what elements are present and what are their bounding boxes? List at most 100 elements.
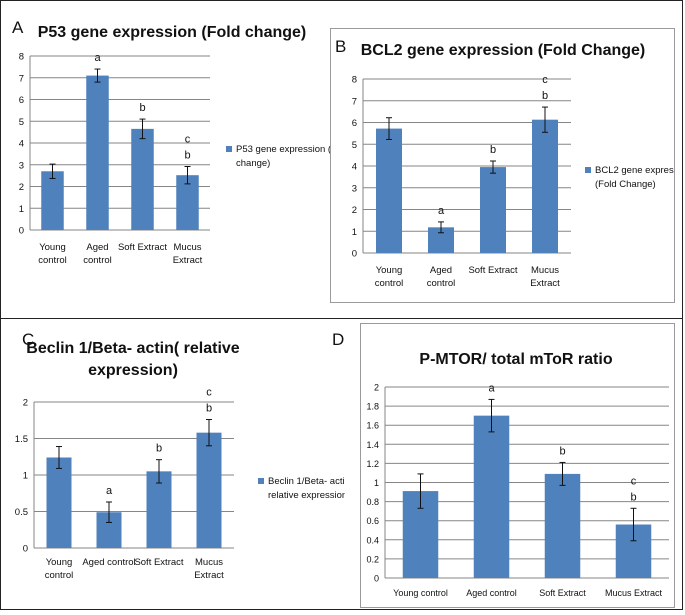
- y-tick-label: 2: [19, 182, 24, 193]
- chart-a-svg: P53 gene expression (Fold change) 0 1 2 3 4 5 6…: [19, 24, 350, 266]
- bar: [41, 171, 64, 230]
- y-tick-label: 1: [352, 227, 357, 238]
- bar: [131, 128, 154, 230]
- y-tick-label: 6: [352, 118, 357, 129]
- legend-swatch: [226, 146, 232, 152]
- x-tick-label: control: [38, 255, 67, 266]
- y-tick-label: 5: [352, 140, 357, 151]
- significance-label: a: [94, 52, 101, 64]
- y-tick-label: 1.2: [366, 459, 379, 469]
- legend-swatch: [585, 167, 591, 173]
- panel-d-letter: D: [332, 330, 345, 349]
- x-tick-label: control: [375, 278, 404, 289]
- legend-label: P53 gene expression (Fold: [236, 144, 330, 155]
- x-tick-label: Soft Extract: [468, 265, 517, 276]
- x-tick-label: Aged: [430, 265, 452, 276]
- y-tick-label: 5: [19, 117, 24, 128]
- y-tick-label: 1.6: [366, 421, 379, 431]
- y-tick-label: 0: [374, 574, 379, 584]
- chart-title: expression): [88, 362, 178, 379]
- bar: [176, 175, 199, 230]
- y-tick-label: 3: [19, 160, 24, 171]
- legend-label: BCL2 gene expression: [595, 165, 674, 176]
- y-tick-label: 1.4: [366, 440, 379, 450]
- y-tick-label: 6: [19, 95, 24, 106]
- chart-d-svg: P-MTOR/ total mToR ratio 0 0.2 0.4 0.6 0.8 1 1.…: [366, 351, 669, 598]
- significance-label: a: [106, 485, 113, 497]
- y-tick-label: 8: [19, 52, 24, 63]
- bar: [473, 415, 510, 578]
- panel-a-letter: A: [12, 18, 24, 37]
- significance-label: b: [559, 445, 565, 457]
- legend-label: change): [236, 158, 270, 169]
- y-tick-label: 2: [374, 383, 379, 393]
- y-tick-label: 0.2: [366, 554, 379, 564]
- significance-label: b: [542, 90, 548, 102]
- x-tick-label: Extract: [530, 278, 560, 289]
- y-tick-label: 2: [23, 398, 28, 409]
- y-tick-label: 0.5: [15, 507, 28, 518]
- significance-label: c: [542, 74, 548, 86]
- significance-label: c: [631, 475, 637, 487]
- y-tick-label: 3: [352, 183, 357, 194]
- y-tick-label: 1: [19, 204, 24, 215]
- x-tick-label: Soft Extract: [134, 557, 183, 568]
- panel-c-letter: C: [22, 330, 35, 349]
- x-tick-label: Extract: [194, 570, 224, 581]
- y-tick-label: 7: [19, 73, 24, 84]
- x-tick-label: control: [83, 255, 112, 266]
- bar: [376, 128, 402, 253]
- panel-c: C Beclin 1/Beta- actin( relative expressi…: [0, 320, 354, 610]
- x-tick-label: control: [427, 278, 456, 289]
- legend-swatch: [258, 478, 264, 484]
- significance-label: b: [630, 491, 636, 503]
- y-tick-label: 1.8: [366, 402, 379, 412]
- y-tick-label: 1.5: [15, 434, 28, 445]
- row-divider: [0, 318, 683, 319]
- x-tick-label: Mucus: [174, 242, 202, 253]
- x-tick-label: Mucus: [195, 557, 223, 568]
- bar: [544, 473, 581, 578]
- y-tick-label: 7: [352, 96, 357, 107]
- significance-label: b: [490, 144, 496, 156]
- x-tick-label: Aged control: [466, 588, 517, 598]
- bar: [196, 432, 222, 548]
- chart-title: P-MTOR/ total mToR ratio: [419, 351, 612, 368]
- significance-label: b: [206, 403, 212, 415]
- chart-b-svg: BCL2 gene expression (Fold Change) 0 1 2 3 4 5…: [352, 42, 685, 289]
- y-tick-label: 0: [23, 544, 28, 555]
- chart-title: Beclin 1/Beta- actin( relative: [26, 340, 240, 357]
- x-tick-label: Soft Extract: [539, 588, 586, 598]
- legend-label: (Fold Change): [595, 179, 656, 190]
- x-tick-label: Young: [376, 265, 403, 276]
- legend-label: relative expression): [268, 490, 345, 501]
- significance-label: b: [156, 443, 162, 455]
- y-tick-label: 4: [352, 162, 357, 173]
- bar: [46, 457, 72, 548]
- legend-label: Beclin 1/Beta- actin(: [268, 476, 345, 487]
- y-tick-label: 0.4: [366, 535, 379, 545]
- x-tick-label: Aged: [86, 242, 108, 253]
- x-tick-label: Extract: [173, 255, 203, 266]
- x-tick-label: Mucus Extract: [605, 588, 663, 598]
- y-tick-label: 2: [352, 205, 357, 216]
- panel-a: A P53 gene expression (Fold change) 0 1 2 3 4…: [0, 0, 350, 318]
- panel-b-letter: B: [335, 37, 347, 56]
- x-tick-label: Soft Extract: [118, 242, 167, 253]
- x-tick-label: control: [45, 570, 74, 581]
- y-tick-label: 0.8: [366, 497, 379, 507]
- x-tick-label: Aged control: [82, 557, 135, 568]
- panel-d: P-MTOR/ total mToR ratio 0 0.2 0.4 0.6 0.8 1 1.…: [360, 323, 675, 608]
- x-tick-label: Young: [39, 242, 66, 253]
- chart-title: P53 gene expression (Fold change): [38, 24, 307, 41]
- x-tick-label: Young: [46, 557, 73, 568]
- significance-label: b: [139, 102, 145, 114]
- chart-title: BCL2 gene expression (Fold Change): [361, 42, 645, 59]
- y-tick-label: 1: [374, 478, 379, 488]
- x-tick-label: Young control: [393, 588, 448, 598]
- significance-label: a: [438, 205, 445, 217]
- significance-label: b: [184, 149, 190, 161]
- y-tick-label: 0: [352, 249, 357, 260]
- y-tick-label: 4: [19, 139, 24, 150]
